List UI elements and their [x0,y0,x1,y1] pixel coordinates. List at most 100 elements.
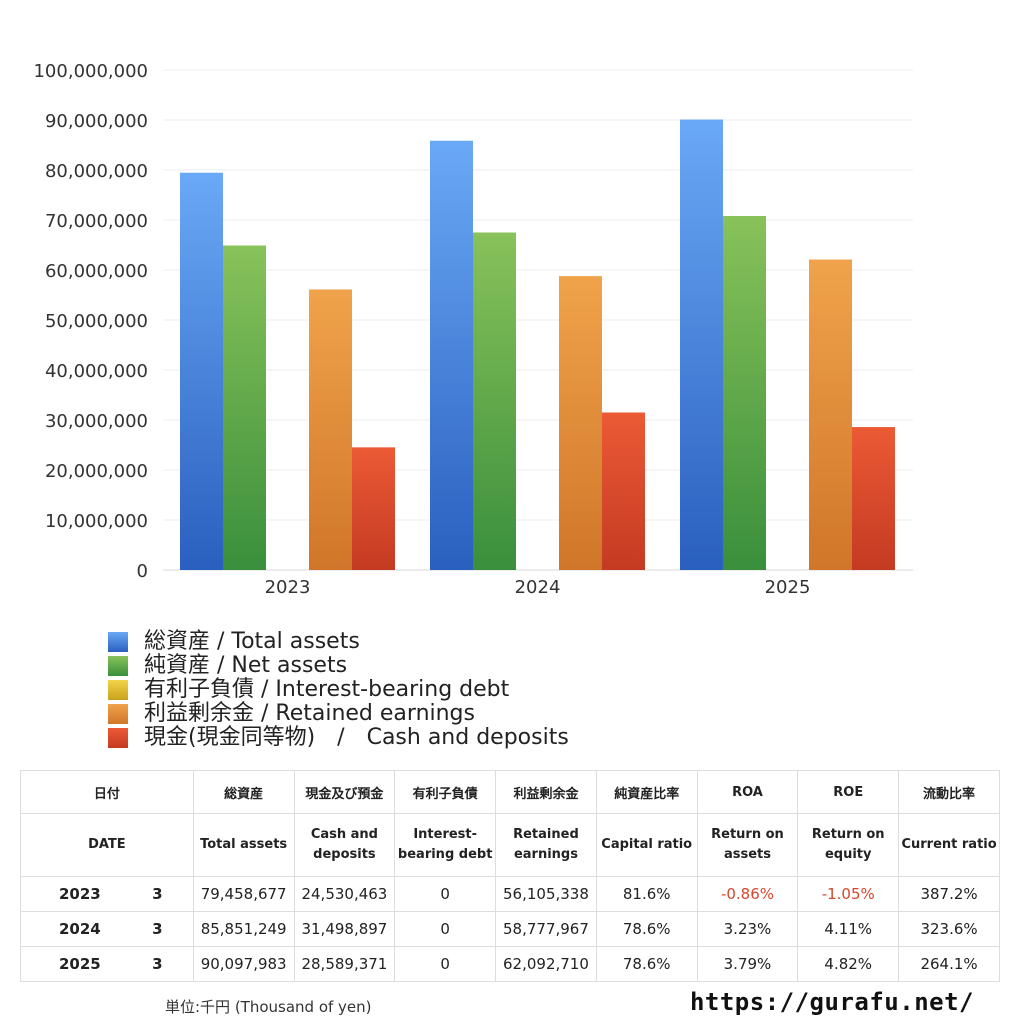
legend-swatch [108,704,128,724]
cell-capital-ratio: 78.6% [595,946,698,982]
cell-retained: 62,092,710 [495,946,597,982]
header-cash-jp: 現金及び預金 [293,770,396,814]
bar [223,245,266,570]
cell-total-assets: 90,097,983 [192,946,295,982]
header-total-assets-en: Total assets [192,813,295,877]
header-roe-jp: ROE [797,770,900,814]
table-header-row: 日付 総資産 現金及び預金 有利子負債 利益剰余金 純資産比率 ROA ROE … [20,770,1000,814]
cell-total-assets: 85,851,249 [192,911,295,947]
header-roa-en: Return on assets [696,813,799,877]
legend-item: 総資産 / Total assets [108,630,569,654]
table-row: 2025 3 90,097,983 28,589,371 0 62,092,71… [20,946,1000,982]
cell-year: 2023 [20,876,153,912]
chart-legend: 総資産 / Total assets 純資産 / Net assets 有利子負… [108,630,569,750]
header-retained-en: Retained earnings [495,813,597,877]
bar [473,232,516,570]
legend-item: 利益剰余金 / Retained earnings [108,702,569,726]
cell-current-ratio: 387.2% [898,876,1000,912]
chart-bars [180,119,895,571]
header-capital-ratio-en: Capital ratio [595,813,698,877]
cell-retained: 56,105,338 [495,876,597,912]
bar [352,447,395,570]
y-tick-label: 50,000,000 [45,311,148,332]
y-axis-ticks: 0 10,000,000 20,000,000 30,000,000 40,000,00… [33,61,148,582]
cell-current-ratio: 264.1% [898,946,1000,982]
cell-capital-ratio: 78.6% [595,911,698,947]
cell-cash: 24,530,463 [293,876,396,912]
unit-note: 単位:千円 (Thousand of yen) [165,998,372,1016]
header-retained-jp: 利益剰余金 [495,770,597,814]
header-debt-jp: 有利子負債 [394,770,497,814]
legend-label: 現金(現金同等物) / Cash and deposits [144,725,569,750]
cell-roa: 3.23% [696,911,799,947]
cell-current-ratio: 323.6% [898,911,1000,947]
bar [180,172,223,571]
cell-capital-ratio: 81.6% [595,876,698,912]
table-header-row: DATE Total assets Cash and deposits Inte… [20,813,1000,877]
y-tick-label: 0 [137,561,148,582]
header-capital-ratio-jp: 純資産比率 [595,770,698,814]
cell-month: 3 [152,911,194,947]
y-tick-label: 10,000,000 [45,511,148,532]
cell-roe: 4.82% [797,946,900,982]
header-date-jp: 日付 [20,770,194,814]
bar [602,412,645,570]
bar [809,259,852,570]
header-current-ratio-jp: 流動比率 [898,770,1000,814]
cell-month: 3 [152,946,194,982]
cell-debt: 0 [394,876,497,912]
legend-item: 有利子負債 / Interest-bearing debt [108,678,569,702]
y-tick-label: 20,000,000 [45,461,148,482]
cell-year: 2024 [20,911,153,947]
x-tick-label: 2024 [515,577,561,598]
legend-item: 現金(現金同等物) / Cash and deposits [108,726,569,750]
cell-roe: -1.05% [797,876,900,912]
x-tick-label: 2023 [265,577,311,598]
header-total-assets-jp: 総資産 [192,770,295,814]
cell-cash: 28,589,371 [293,946,396,982]
y-tick-label: 30,000,000 [45,411,148,432]
bar [559,276,602,570]
header-date-en: DATE [20,813,194,877]
header-roe-en: Return on equity [797,813,900,877]
header-debt-en: Interest-bearing debt [394,813,497,877]
bar-chart: 0 10,000,000 20,000,000 30,000,000 40,000,00… [33,61,913,598]
y-tick-label: 90,000,000 [45,111,148,132]
cell-roa: 3.79% [696,946,799,982]
cell-cash: 31,498,897 [293,911,396,947]
bar [309,289,352,570]
header-current-ratio-en: Current ratio [898,813,1000,877]
y-tick-label: 60,000,000 [45,261,148,282]
chart-grid [163,69,913,571]
table-row: 2024 3 85,851,249 31,498,897 0 58,777,96… [20,911,1000,947]
header-roa-jp: ROA [696,770,799,814]
legend-label: 総資産 / Total assets [144,629,360,654]
cell-month: 3 [152,876,194,912]
legend-swatch [108,680,128,700]
cell-total-assets: 79,458,677 [192,876,295,912]
legend-swatch [108,656,128,676]
y-tick-label: 80,000,000 [45,161,148,182]
cell-debt: 0 [394,911,497,947]
x-axis-ticks: 2023 2024 2025 [265,577,811,598]
legend-swatch [108,728,128,748]
cell-retained: 58,777,967 [495,911,597,947]
cell-year: 2025 [20,946,153,982]
table-row: 2023 3 79,458,677 24,530,463 0 56,105,33… [20,876,1000,912]
legend-label: 有利子負債 / Interest-bearing debt [144,677,510,702]
legend-label: 純資産 / Net assets [144,653,348,678]
x-tick-label: 2025 [765,577,811,598]
bar [680,119,723,571]
cell-roa: -0.86% [696,876,799,912]
cell-debt: 0 [394,946,497,982]
legend-item: 純資産 / Net assets [108,654,569,678]
bar [852,427,895,570]
site-url: https://gurafu.net/ [689,988,974,1016]
y-tick-label: 100,000,000 [33,61,148,82]
y-tick-label: 40,000,000 [45,361,148,382]
financial-table: 日付 総資産 現金及び預金 有利子負債 利益剰余金 純資産比率 ROA ROE … [20,770,1000,982]
legend-label: 利益剰余金 / Retained earnings [144,701,475,726]
bar [430,140,473,570]
bar [723,216,766,570]
legend-swatch [108,632,128,652]
